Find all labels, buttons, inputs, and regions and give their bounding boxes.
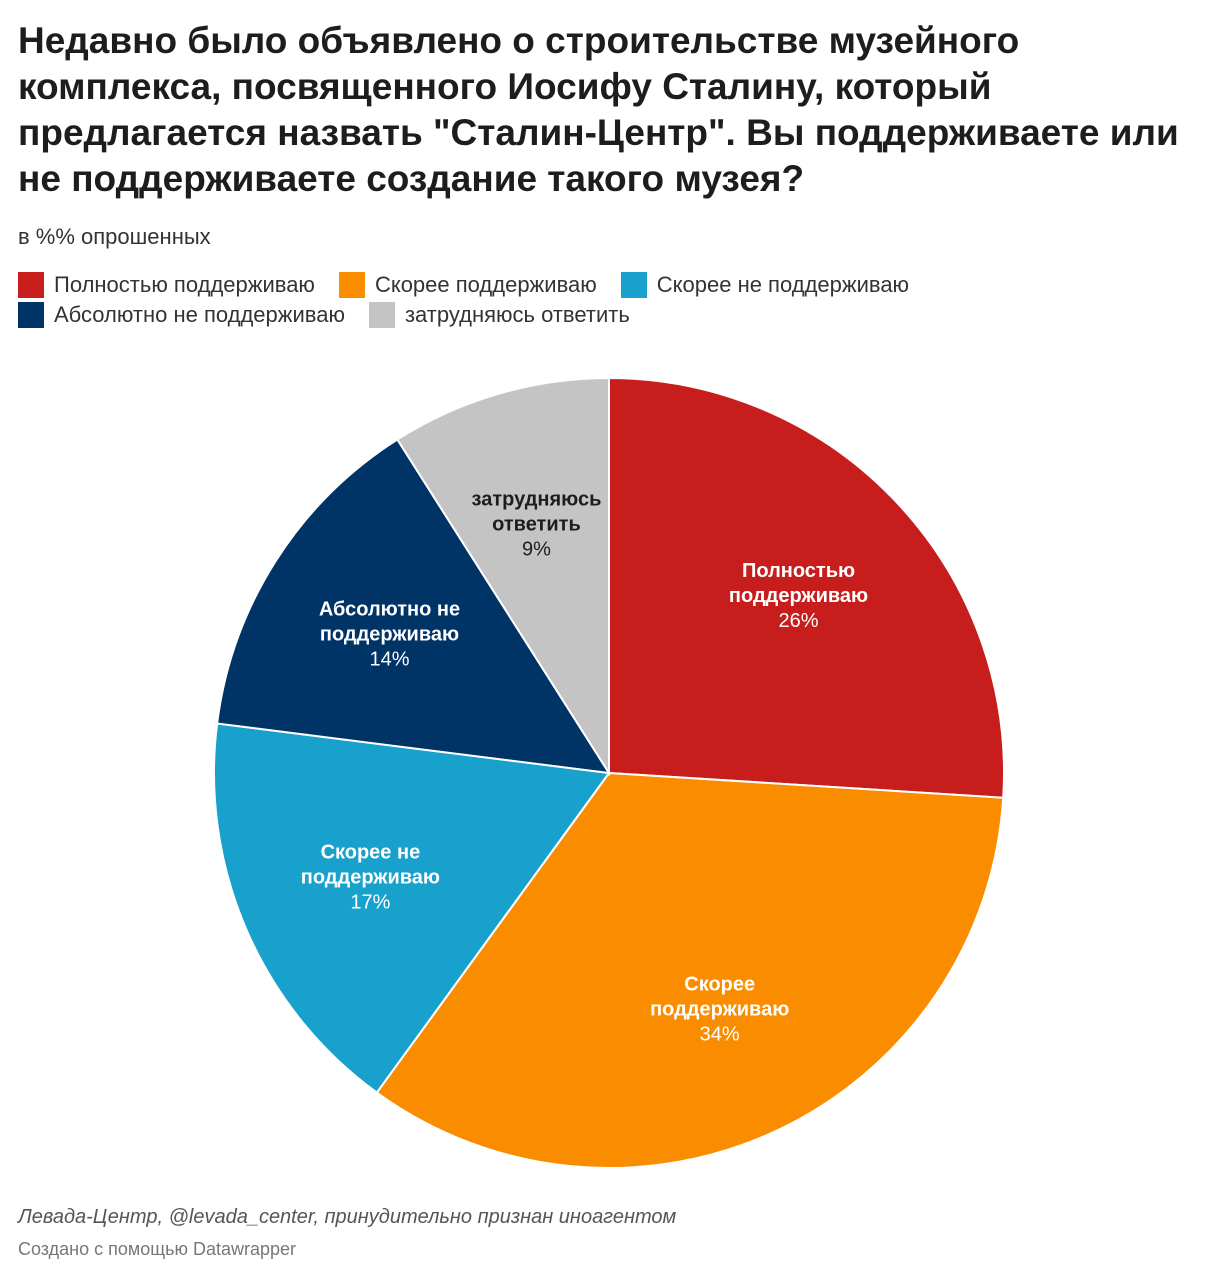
legend-row-2: Абсолютно не поддерживаю затрудняюсь отв… bbox=[18, 300, 1198, 330]
legend-label: Скорее не поддерживаю bbox=[656, 272, 910, 297]
chart-subtitle: в %% опрошенных bbox=[18, 224, 211, 249]
legend-row-1: Полностью поддерживаю Скорее поддерживаю… bbox=[18, 270, 1198, 300]
legend-label: Полностью поддерживаю bbox=[54, 272, 315, 297]
pie-slice bbox=[608, 376, 1005, 799]
slice-label-text: ответить bbox=[492, 513, 581, 535]
credit-note: Создано с помощью Datawrapper bbox=[18, 1239, 297, 1259]
pie-slice bbox=[213, 722, 611, 1094]
slice-label-text: поддерживаю bbox=[320, 624, 459, 646]
legend-label: Скорее поддерживаю bbox=[374, 272, 597, 297]
legend-item-hard-to-say: затрудняюсь ответить bbox=[368, 302, 630, 328]
slice-value-label: 26% bbox=[779, 610, 819, 632]
legend-item-fully-support: Полностью поддерживаю bbox=[18, 272, 315, 298]
legend-swatch bbox=[338, 272, 365, 298]
pie-slice bbox=[375, 771, 1005, 1169]
slice-label-text: Абсолютно не bbox=[319, 599, 460, 621]
slice-label-text: Скорее не bbox=[321, 841, 421, 863]
slice-value-label: 14% bbox=[369, 649, 409, 671]
pie-slice bbox=[395, 376, 610, 777]
chart-title: Недавно было объявлено о строительстве м… bbox=[18, 20, 1179, 199]
pie-chart: Полностью поддерживаю 26% Скорее поддерживаю… bbox=[213, 376, 1005, 1169]
slice-label-text: поддерживаю bbox=[301, 866, 440, 888]
slice-label: затрудняюсь ответить 9% bbox=[472, 488, 602, 560]
legend-item-rather-not-support: Скорее не поддерживаю bbox=[620, 272, 910, 298]
legend-label: затрудняюсь ответить bbox=[404, 302, 630, 327]
pie-slice bbox=[215, 438, 611, 775]
slice-label: Абсолютно не поддерживаю 14% bbox=[319, 599, 460, 671]
slice-label-text: затрудняюсь bbox=[472, 488, 602, 510]
legend-swatch bbox=[368, 302, 395, 328]
slice-value-label: 17% bbox=[350, 891, 390, 913]
legend: Полностью поддерживаю Скорее поддерживаю… bbox=[18, 270, 1198, 330]
slice-label-text: поддерживаю bbox=[650, 998, 789, 1020]
legend-label: Абсолютно не поддерживаю bbox=[54, 302, 345, 327]
legend-swatch bbox=[18, 272, 44, 298]
slice-label-text: поддерживаю bbox=[729, 585, 868, 607]
slice-label: Скорее поддерживаю 34% bbox=[650, 973, 789, 1045]
slice-value-label: 34% bbox=[700, 1023, 740, 1045]
slice-label: Полностью поддерживаю 26% bbox=[729, 560, 868, 632]
legend-swatch bbox=[18, 302, 44, 328]
legend-item-rather-support: Скорее поддерживаю bbox=[338, 272, 597, 298]
legend-swatch bbox=[620, 272, 647, 298]
source-note: Левада-Центр, @levada_center, принудител… bbox=[18, 1206, 677, 1228]
slice-label-text: Полностью bbox=[742, 560, 855, 582]
slice-label: Скорее не поддерживаю 17% bbox=[301, 841, 440, 913]
legend-item-absolutely-not-support: Абсолютно не поддерживаю bbox=[18, 302, 345, 328]
slice-label-text: Скорее bbox=[684, 973, 755, 995]
slice-value-label: 9% bbox=[522, 538, 551, 560]
